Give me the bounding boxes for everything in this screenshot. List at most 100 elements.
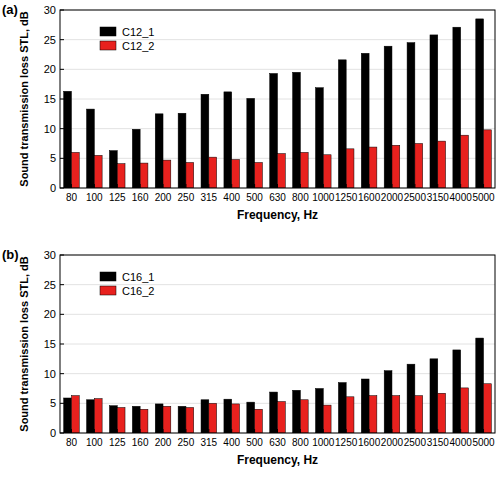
bar (453, 350, 461, 433)
bar (109, 151, 117, 188)
bar (415, 396, 423, 433)
bar (201, 94, 209, 188)
bar (392, 145, 400, 188)
bar (87, 109, 95, 188)
bar (461, 135, 469, 188)
plot-frame (60, 255, 495, 433)
x-tick (437, 429, 438, 433)
x-tick-label: 250 (178, 437, 195, 448)
bar (163, 160, 171, 188)
bar (407, 364, 415, 433)
bar (201, 400, 209, 433)
x-tick (254, 429, 255, 433)
y-tick (60, 69, 64, 70)
x-tick-label: 1000 (312, 437, 335, 448)
bar (117, 407, 125, 433)
x-axis-label: Frequency, Hz (237, 453, 318, 467)
bar (484, 130, 492, 188)
bar (278, 154, 286, 188)
bar (415, 144, 423, 189)
x-tick-label: 1600 (358, 192, 381, 203)
y-tick (60, 314, 64, 315)
y-tick-label: 30 (44, 249, 56, 261)
x-tick-label: 80 (66, 437, 78, 448)
bar (186, 162, 194, 188)
y-tick (60, 373, 64, 374)
x-tick (369, 184, 370, 188)
bar (384, 371, 392, 433)
bar (94, 155, 102, 188)
x-tick-label: 315 (200, 437, 217, 448)
x-tick (414, 429, 415, 433)
x-tick-label: 80 (66, 192, 78, 203)
x-tick (437, 184, 438, 188)
bar (209, 403, 217, 433)
x-tick (300, 429, 301, 433)
bar (430, 35, 438, 188)
x-tick-label: 3150 (427, 437, 450, 448)
x-tick-label: 160 (132, 192, 149, 203)
x-tick-label: 4000 (450, 192, 473, 203)
x-tick-label: 500 (246, 192, 263, 203)
bar (323, 155, 331, 188)
bar (178, 406, 186, 433)
bar (293, 72, 301, 188)
x-tick-label: 2000 (381, 437, 404, 448)
x-tick-label: 125 (109, 192, 126, 203)
bar (140, 163, 148, 188)
x-tick (185, 429, 186, 433)
x-tick (185, 184, 186, 188)
y-axis-label: Sound transmission loss STL, dB (18, 11, 30, 186)
x-tick-label: 1600 (358, 437, 381, 448)
y-tick-label: 20 (44, 63, 56, 75)
bar (300, 152, 308, 188)
x-tick-label: 400 (223, 192, 240, 203)
bar (430, 359, 438, 433)
legend-swatch (100, 27, 116, 36)
x-tick-label: 630 (269, 192, 286, 203)
x-tick-label: 4000 (450, 437, 473, 448)
bar (361, 379, 369, 433)
x-tick (208, 184, 209, 188)
bar (369, 396, 377, 433)
bar (71, 396, 79, 433)
x-tick (231, 429, 232, 433)
x-tick-label: 3150 (427, 192, 450, 203)
x-tick (391, 184, 392, 188)
x-tick (163, 184, 164, 188)
bar (64, 91, 72, 188)
x-tick (460, 429, 461, 433)
bar (64, 398, 72, 433)
x-tick (323, 184, 324, 188)
x-tick-label: 1250 (335, 437, 358, 448)
x-tick (140, 429, 141, 433)
bar (316, 88, 324, 188)
bar (270, 73, 278, 188)
y-tick-label: 15 (44, 338, 56, 350)
x-tick (483, 429, 484, 433)
bar (87, 400, 95, 433)
y-tick (60, 128, 64, 129)
y-tick-label: 10 (44, 368, 56, 380)
bar (140, 409, 148, 433)
bar (155, 404, 163, 433)
bar (178, 113, 186, 188)
bar (476, 338, 484, 433)
figure: 0510152025308010012516020025031540050063… (0, 0, 500, 491)
x-tick-label: 800 (292, 437, 309, 448)
legend-label: C16_2 (122, 285, 154, 297)
bar (461, 388, 469, 433)
y-tick-label: 0 (50, 182, 56, 194)
bar (316, 389, 324, 434)
y-axis-label: Sound transmission loss STL, dB (18, 256, 30, 431)
bar (255, 409, 263, 433)
grid-line (60, 344, 495, 345)
x-tick (208, 429, 209, 433)
y-tick (60, 344, 64, 345)
x-tick-label: 1000 (312, 192, 335, 203)
x-tick (369, 429, 370, 433)
y-tick-label: 5 (50, 397, 56, 409)
x-tick-label: 2500 (404, 437, 427, 448)
bar (323, 405, 331, 433)
x-tick-label: 2000 (381, 192, 404, 203)
